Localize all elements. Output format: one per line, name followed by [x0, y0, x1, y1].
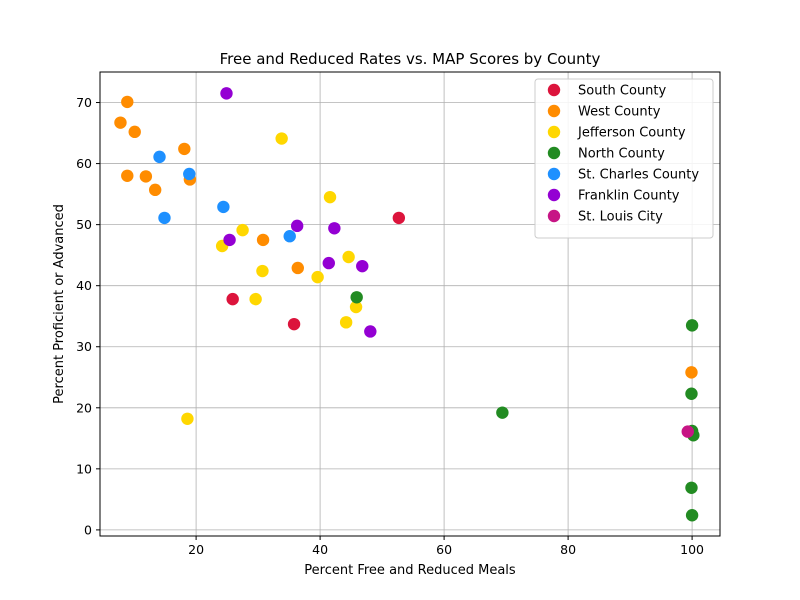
- legend-label: Franklin County: [578, 189, 680, 204]
- data-point: [217, 200, 230, 214]
- data-point: [685, 509, 699, 522]
- data-point: [139, 170, 153, 183]
- data-point: [322, 256, 335, 270]
- legend-marker: [547, 167, 561, 181]
- y-tick-label: 10: [76, 461, 92, 476]
- data-point: [121, 169, 134, 182]
- data-point: [685, 319, 699, 332]
- data-point: [181, 412, 194, 425]
- data-point: [349, 300, 363, 314]
- x-tick-label: 40: [312, 542, 328, 557]
- legend-label: Jefferson County: [577, 126, 686, 141]
- legend-marker: [547, 104, 561, 118]
- data-point: [287, 317, 301, 331]
- legend-marker: [547, 83, 561, 97]
- data-point: [290, 219, 304, 233]
- data-point: [392, 211, 406, 225]
- legend-marker: [547, 125, 561, 139]
- chart-title: Free and Reduced Rates vs. MAP Scores by…: [220, 50, 601, 68]
- data-point: [223, 233, 236, 247]
- y-tick-label: 50: [76, 217, 92, 232]
- y-tick-label: 60: [76, 156, 92, 171]
- legend-label: North County: [578, 147, 665, 162]
- x-tick-label: 20: [188, 542, 204, 557]
- legend-label: St. Charles County: [578, 168, 699, 183]
- data-point: [496, 406, 509, 419]
- data-point: [342, 250, 355, 264]
- data-point: [685, 366, 698, 379]
- data-point: [311, 270, 324, 284]
- legend-box: [534, 78, 714, 239]
- data-point: [291, 261, 304, 275]
- plot-frame: [99, 71, 721, 537]
- data-point: [328, 222, 341, 235]
- data-point: [220, 87, 233, 100]
- data-point: [153, 150, 166, 164]
- data-point: [148, 183, 162, 197]
- legend-marker: [547, 146, 561, 160]
- data-point: [685, 387, 698, 400]
- data-point: [114, 116, 127, 129]
- data-point: [128, 125, 141, 139]
- y-tick-label: 40: [76, 278, 92, 293]
- data-point: [339, 316, 353, 329]
- axis-ticks: 20 40 60 80 100 0 10 20 30 40 50 60 70: [76, 95, 704, 557]
- data-point: [256, 233, 270, 247]
- data-point: [183, 167, 196, 181]
- data-point: [158, 211, 171, 225]
- data-point: [121, 95, 134, 109]
- data-point: [236, 223, 249, 237]
- data-point: [685, 481, 698, 494]
- legend-label: West County: [578, 105, 661, 120]
- data-point: [283, 230, 296, 243]
- data-point: [323, 190, 337, 204]
- data-points: [114, 87, 700, 522]
- x-tick-label: 100: [680, 542, 704, 557]
- legend-marker: [547, 188, 561, 202]
- x-tick-label: 60: [436, 542, 452, 557]
- x-tick-label: 80: [560, 542, 576, 557]
- data-point: [249, 292, 262, 306]
- y-tick-label: 30: [76, 339, 92, 354]
- legend-label: South County: [578, 84, 667, 99]
- data-point: [356, 259, 369, 273]
- y-tick-label: 20: [76, 400, 92, 415]
- x-axis-label: Percent Free and Reduced Meals: [304, 563, 516, 578]
- legend-label: St. Louis City: [578, 210, 663, 225]
- y-axis-label: Percent Proficient or Advanced: [52, 204, 67, 404]
- legend-marker: [547, 209, 561, 223]
- data-point: [256, 264, 269, 278]
- data-point: [226, 292, 239, 306]
- data-point: [350, 291, 363, 304]
- data-point: [178, 142, 191, 156]
- data-point: [364, 325, 377, 338]
- y-tick-label: 0: [84, 522, 92, 537]
- y-tick-label: 70: [76, 95, 92, 110]
- legend: South County West County Jefferson County N…: [534, 78, 714, 239]
- data-point: [681, 425, 694, 438]
- data-point: [275, 132, 288, 145]
